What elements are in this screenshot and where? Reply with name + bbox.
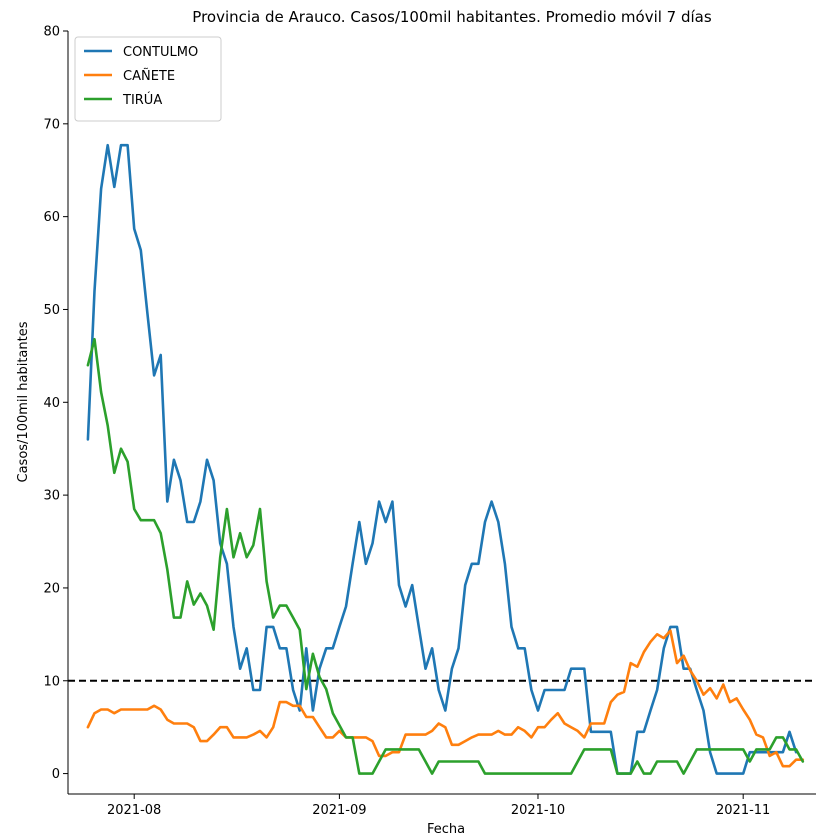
y-axis-ticks: 0 10 20 30 40 50 60 70 80 — [43, 25, 68, 782]
legend: CONTULMO CAÑETE TIRÚA — [74, 36, 222, 122]
axes — [67, 31, 816, 795]
x-tick-label: 2021-08 — [107, 803, 161, 818]
series-lines — [86, 143, 805, 775]
legend-label: TIRÚA — [122, 92, 162, 108]
y-tick-label: 70 — [43, 117, 60, 132]
chart-title: Provincia de Arauco. Casos/100mil habita… — [192, 8, 712, 26]
series-line-contulmo — [86, 143, 798, 775]
x-tick-label: 2021-09 — [312, 803, 366, 818]
y-tick-label: 40 — [43, 396, 60, 411]
y-tick-label: 0 — [52, 767, 60, 782]
y-tick-label: 50 — [43, 303, 60, 318]
y-axis-label: Casos/100mil habitantes — [16, 321, 31, 482]
y-tick-label: 30 — [43, 489, 60, 504]
y-tick-label: 10 — [43, 674, 60, 689]
legend-label: CAÑETE — [123, 68, 175, 84]
y-tick-label: 80 — [43, 25, 60, 40]
x-axis-ticks: 2021-08 2021-09 2021-10 2021-11 — [107, 794, 770, 818]
series-line-cañete — [86, 629, 805, 768]
x-axis-label: Fecha — [427, 822, 465, 837]
x-tick-label: 2021-11 — [716, 803, 770, 818]
y-tick-label: 20 — [43, 581, 60, 596]
x-tick-label: 2021-10 — [511, 803, 565, 818]
series-line-tirúa — [86, 337, 805, 775]
y-tick-label: 60 — [43, 210, 60, 225]
legend-label: CONTULMO — [123, 45, 198, 60]
